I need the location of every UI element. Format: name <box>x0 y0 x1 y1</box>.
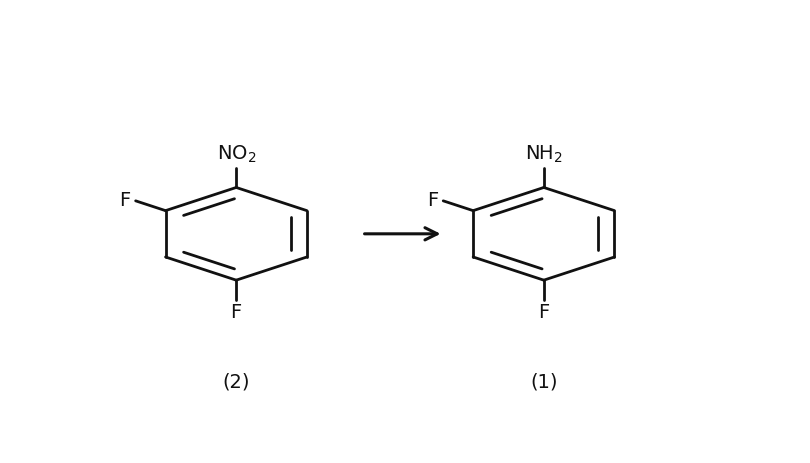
Text: F: F <box>427 191 438 210</box>
Text: F: F <box>538 303 549 322</box>
Text: NH$_2$: NH$_2$ <box>525 144 563 165</box>
Text: NO$_2$: NO$_2$ <box>216 144 256 165</box>
Text: (1): (1) <box>530 372 557 391</box>
Text: F: F <box>231 303 242 322</box>
Text: F: F <box>119 191 130 210</box>
Text: (2): (2) <box>223 372 250 391</box>
